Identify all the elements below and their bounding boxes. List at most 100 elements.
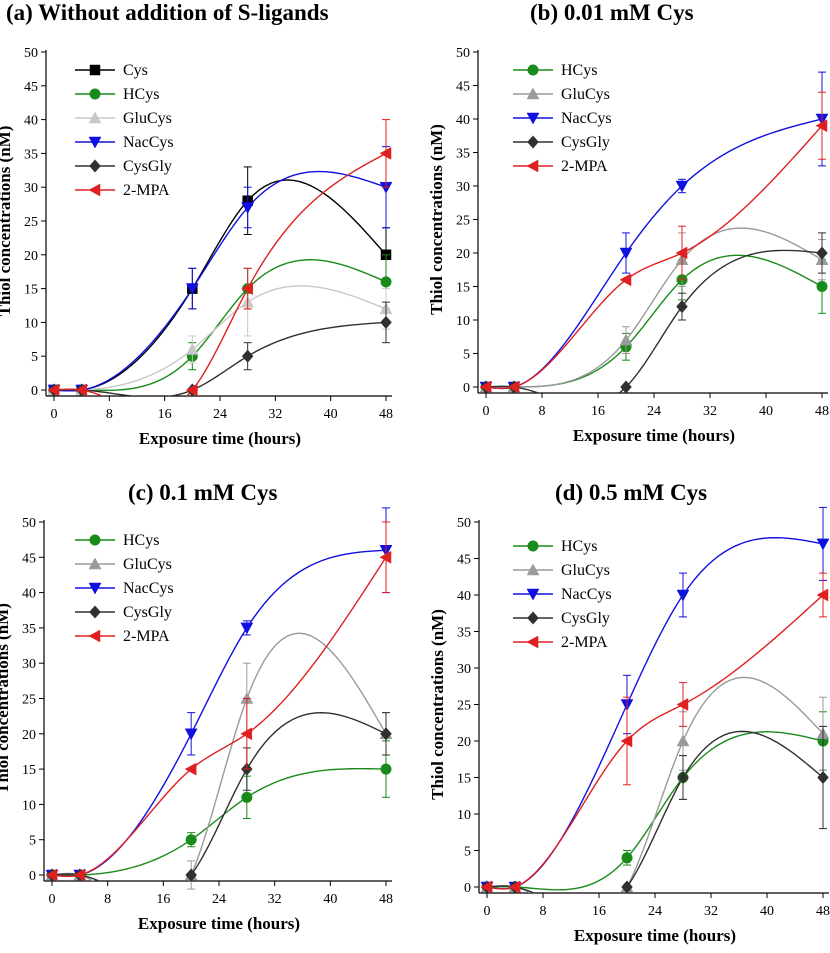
legend-marker [88,111,102,124]
series-points-cysgly [481,725,829,894]
data-point-glucys [619,333,633,346]
y-tick-label: 45 [24,80,38,95]
data-point-naccys [241,202,255,215]
x-axis-label: Exposure time (hours) [139,429,301,448]
series-curves [52,549,387,881]
x-tick-label: 0 [483,404,490,419]
y-tick-label: 20 [22,728,36,743]
legend: Cys HCys GluCys NacCys CysGly 2-MPA [75,62,174,199]
y-tick-label: 30 [22,657,36,672]
y-tick-label: 15 [22,763,36,778]
series-line-glucys [486,227,823,388]
data-point-2-mpa [184,762,197,776]
data-point-cysgly [380,727,392,741]
data-point-hcys [185,834,197,846]
x-tick-label: 24 [212,892,226,907]
data-point-2-mpa [676,698,689,711]
series-points-2-mpa [479,91,828,394]
chart-panel-c: 0 5 10 15 20 25 30 35 40 45 50 0 8 16 24 32 40 48 Exposure… [0,507,393,933]
legend-label: 2-MPA [561,634,608,651]
data-point-2-mpa [816,588,829,602]
chart-panel-b: 0 5 10 15 20 25 30 35 40 45 50 0 8 16 24 32 40 48 Exposure… [427,46,829,445]
legend-marker [527,135,539,149]
data-point-2-mpa [815,119,828,133]
legend-marker [526,563,540,576]
legend-label: CysGly [561,610,610,627]
y-tick-label: 15 [457,772,471,787]
data-point-hcys [621,852,633,864]
y-tick-label: 20 [24,249,38,264]
data-point-2-mpa [675,246,688,260]
legend-label: CysGly [123,604,172,621]
legend-marker [526,159,539,173]
legend-label: CysGly [123,158,172,175]
data-point-hcys [380,763,392,775]
x-tick-label: 0 [49,892,56,907]
series-line-naccys [52,549,387,877]
data-point-2-mpa [240,727,253,741]
series-line-cysgly [486,249,823,393]
x-tick-label: 24 [213,407,227,422]
series-line-naccys [54,170,387,392]
x-tick-label: 8 [104,892,111,907]
x-tick-label: 24 [648,904,662,919]
legend-label: HCys [561,62,597,79]
legend: HCys GluCys NacCys CysGly 2-MPA [513,538,612,651]
legend-label: HCys [123,532,159,549]
data-point-hcys [241,791,253,803]
data-point-cysgly [677,770,689,785]
series-line-cysgly [54,321,387,396]
x-axis-label: Exposure time (hours) [574,926,736,945]
data-point-hcys [380,276,392,288]
y-tick-label: 40 [24,114,38,129]
data-point-cysgly [620,380,632,394]
series-line-hcys [52,767,387,876]
y-tick-label: 10 [22,798,36,813]
y-tick-label: 10 [24,316,38,331]
series-curves [54,152,387,396]
y-tick-label: 45 [457,553,471,568]
legend-label: 2-MPA [561,158,608,175]
y-tick-label: 30 [24,181,38,196]
x-tick-label: 16 [158,407,172,422]
x-axis-label: Exposure time (hours) [138,914,300,933]
series-line-2-mpa [52,556,387,878]
x-tick-label: 40 [760,904,774,919]
x-tick-label: 24 [647,404,661,419]
legend-label: GluCys [561,562,610,579]
legend-label: NacCys [561,110,612,127]
y-tick-label: 35 [24,147,38,162]
panel-c-title: (c) 0.1 mM Cys [128,480,278,505]
x-tick-label: 16 [591,404,605,419]
legend-marker [88,582,102,595]
legend-marker [526,635,539,649]
data-point-2-mpa [75,383,87,397]
legend-marker [88,183,101,197]
y-tick-label: 5 [463,348,470,363]
legend-label: GluCys [123,110,172,127]
data-point-2-mpa [47,383,60,397]
data-point-glucys [185,342,199,355]
y-tick-label: 5 [29,834,36,849]
data-point-cysgly [676,299,688,314]
x-tick-label: 48 [816,904,830,919]
series-points-cys [48,166,392,396]
series-points-cysgly [48,301,392,397]
data-point-naccys [676,589,690,602]
legend-marker [88,629,101,643]
data-point-naccys [184,728,198,741]
legend-marker [526,87,540,100]
x-tick-label: 40 [323,892,337,907]
y-tick-label: 30 [457,662,471,677]
panel-b-title: (b) 0.01 mM Cys [530,0,694,25]
legend-label: NacCys [123,580,174,597]
x-tick-label: 32 [268,892,282,907]
data-point-2-mpa [241,282,253,296]
data-point-naccys [240,622,254,635]
y-tick-label: 15 [24,283,38,298]
legend-label: CysGly [561,134,610,151]
x-tick-label: 40 [324,407,338,422]
data-point-cysgly [621,880,633,894]
y-tick-label: 50 [24,46,38,61]
x-tick-label: 40 [759,404,773,419]
